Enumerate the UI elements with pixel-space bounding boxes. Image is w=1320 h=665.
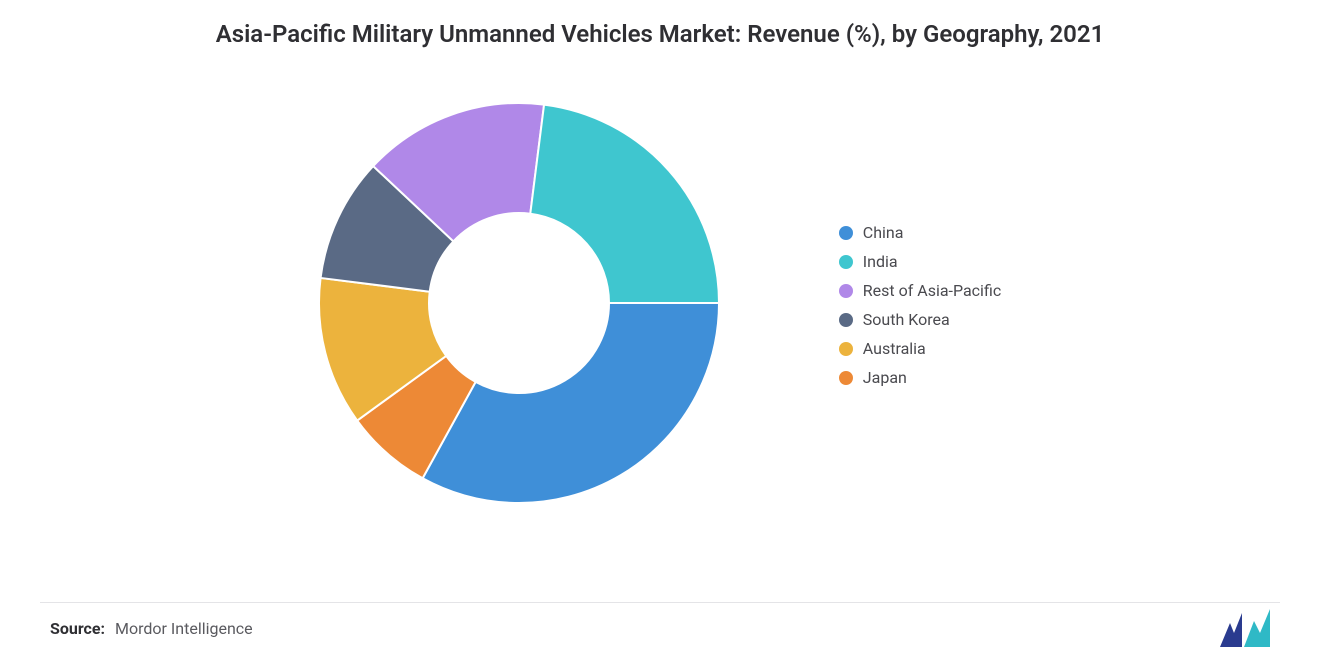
legend-item: India: [839, 252, 1001, 271]
donut-chart: [319, 103, 719, 507]
separator-line: [40, 602, 1280, 603]
chart-container: Asia-Pacific Military Unmanned Vehicles …: [0, 0, 1320, 665]
footer-row: Source: Mordor Intelligence: [50, 609, 1280, 647]
logo-shape: [1244, 609, 1270, 647]
legend-swatch: [839, 284, 853, 298]
legend-label: Japan: [863, 368, 907, 387]
legend-label: Rest of Asia-Pacific: [863, 281, 1001, 300]
legend-label: China: [863, 223, 904, 242]
legend-item: Rest of Asia-Pacific: [839, 281, 1001, 300]
chart-title: Asia-Pacific Military Unmanned Vehicles …: [110, 18, 1210, 50]
legend-swatch: [839, 313, 853, 327]
legend-label: India: [863, 252, 898, 271]
legend-swatch: [839, 342, 853, 356]
logo-shape: [1220, 613, 1242, 647]
legend-label: South Korea: [863, 310, 950, 329]
legend-label: Australia: [863, 339, 926, 358]
source-attribution: Source: Mordor Intelligence: [50, 619, 253, 638]
legend-swatch: [839, 371, 853, 385]
chart-legend: China India Rest of Asia-Pacific South Kore…: [839, 223, 1001, 387]
chart-body: China India Rest of Asia-Pacific South Kore…: [50, 60, 1270, 550]
legend-swatch: [839, 255, 853, 269]
donut-segment: [422, 303, 718, 503]
legend-item: China: [839, 223, 1001, 242]
donut-segment: [530, 105, 719, 303]
legend-item: Japan: [839, 368, 1001, 387]
legend-swatch: [839, 226, 853, 240]
source-label: Source:: [50, 619, 105, 638]
source-value: Mordor Intelligence: [115, 619, 253, 638]
legend-item: Australia: [839, 339, 1001, 358]
legend-item: South Korea: [839, 310, 1001, 329]
brand-logo: [1220, 609, 1280, 647]
